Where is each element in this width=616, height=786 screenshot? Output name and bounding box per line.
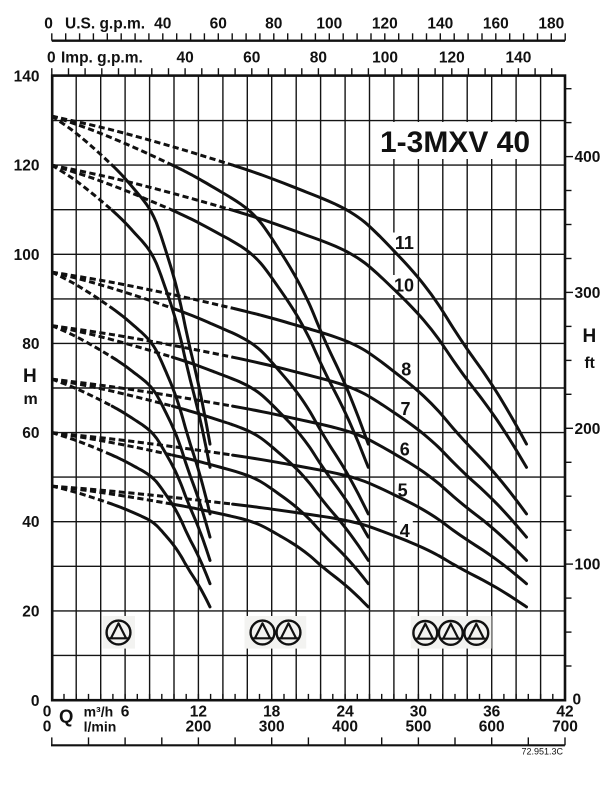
svg-text:120: 120: [14, 158, 40, 175]
svg-text:m³/h: m³/h: [84, 704, 114, 720]
svg-text:l/min: l/min: [84, 719, 117, 735]
svg-text:0: 0: [43, 719, 52, 736]
svg-text:20: 20: [22, 603, 39, 620]
svg-text:100: 100: [372, 50, 398, 67]
svg-text:7: 7: [400, 399, 410, 419]
svg-text:200: 200: [575, 421, 601, 438]
svg-text:0: 0: [44, 16, 53, 33]
svg-text:72.951.3C: 72.951.3C: [521, 747, 563, 757]
svg-text:H: H: [583, 326, 597, 347]
svg-text:60: 60: [243, 50, 260, 67]
svg-text:160: 160: [483, 16, 509, 33]
svg-text:400: 400: [575, 149, 601, 166]
svg-text:140: 140: [427, 16, 453, 33]
svg-text:36: 36: [483, 704, 501, 721]
svg-text:5: 5: [398, 481, 408, 501]
svg-text:ft: ft: [585, 355, 595, 372]
svg-text:80: 80: [22, 336, 39, 353]
svg-text:180: 180: [538, 16, 564, 33]
svg-text:80: 80: [310, 50, 327, 67]
svg-text:140: 140: [14, 69, 40, 86]
svg-text:400: 400: [332, 719, 358, 736]
svg-text:30: 30: [410, 704, 427, 721]
svg-text:6: 6: [400, 440, 410, 460]
svg-text:1-3MXV 40: 1-3MXV 40: [380, 126, 530, 159]
svg-text:12: 12: [190, 704, 207, 721]
svg-text:10: 10: [394, 276, 414, 296]
svg-text:300: 300: [575, 285, 601, 302]
svg-text:80: 80: [265, 16, 282, 33]
svg-text:140: 140: [505, 50, 531, 67]
svg-text:Q: Q: [59, 706, 73, 727]
svg-text:8: 8: [401, 360, 411, 380]
svg-text:6: 6: [121, 704, 130, 721]
svg-text:m: m: [24, 391, 38, 408]
svg-text:120: 120: [372, 16, 398, 33]
svg-text:11: 11: [395, 233, 414, 253]
svg-text:500: 500: [405, 719, 431, 736]
svg-text:700: 700: [552, 719, 578, 736]
svg-text:U.S. g.p.m.: U.S. g.p.m.: [65, 16, 145, 33]
svg-text:0: 0: [43, 704, 52, 721]
svg-text:0: 0: [31, 693, 40, 710]
svg-text:100: 100: [14, 247, 40, 264]
svg-text:40: 40: [22, 514, 39, 531]
svg-text:100: 100: [316, 16, 342, 33]
svg-text:18: 18: [263, 704, 281, 721]
svg-text:300: 300: [259, 719, 285, 736]
svg-text:Imp. g.p.m.: Imp. g.p.m.: [61, 50, 143, 67]
svg-text:60: 60: [210, 16, 227, 33]
svg-text:42: 42: [556, 704, 573, 721]
svg-text:200: 200: [185, 719, 211, 736]
svg-text:H: H: [23, 366, 37, 387]
svg-text:100: 100: [575, 557, 601, 574]
svg-text:0: 0: [47, 50, 56, 67]
svg-text:0: 0: [573, 692, 582, 709]
svg-text:60: 60: [22, 425, 39, 442]
svg-text:600: 600: [479, 719, 505, 736]
svg-text:40: 40: [176, 50, 193, 67]
svg-text:4: 4: [400, 521, 410, 541]
svg-text:24: 24: [336, 704, 354, 721]
svg-text:120: 120: [439, 50, 465, 67]
svg-text:40: 40: [154, 16, 171, 33]
